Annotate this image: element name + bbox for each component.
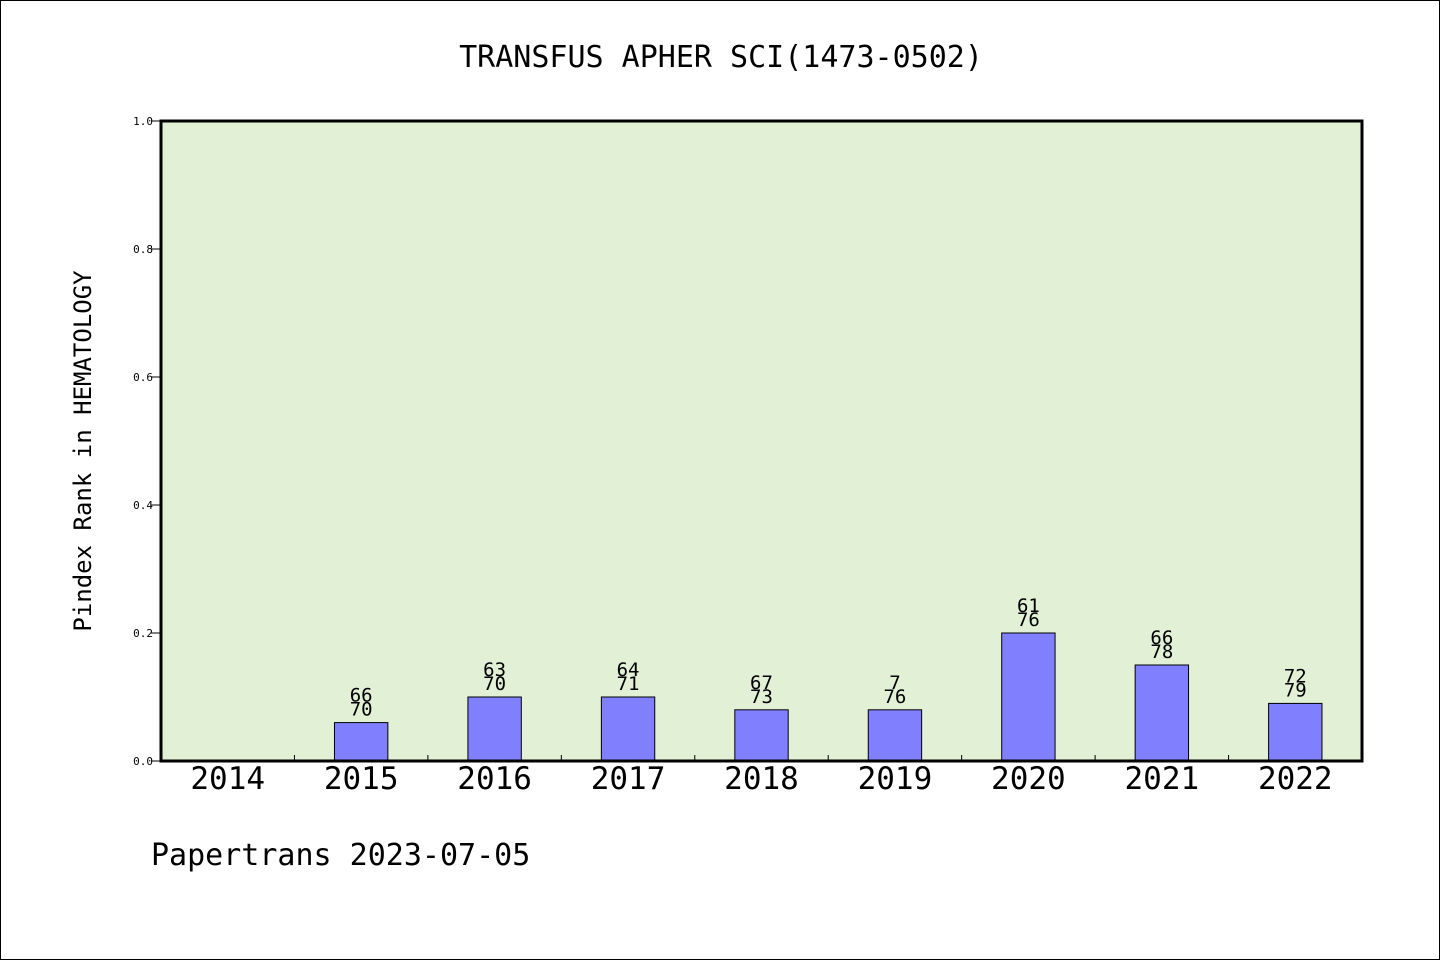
bar-2021 xyxy=(1134,664,1190,762)
bar-2018 xyxy=(734,709,789,762)
plot-area xyxy=(161,121,1362,761)
x-tick-label-2018: 2018 xyxy=(724,761,799,797)
x-tick-label-2021: 2021 xyxy=(1125,761,1200,797)
bar-2019 xyxy=(867,709,923,762)
rank-label-2016: 63 xyxy=(483,659,506,681)
bar-2015 xyxy=(333,722,389,762)
total-label-2022: 79 xyxy=(1284,679,1307,701)
x-tick-label-2019: 2019 xyxy=(858,761,933,797)
bar-2020 xyxy=(1001,632,1056,762)
total-label-2015: 70 xyxy=(350,699,373,721)
x-tick-label-2014: 2014 xyxy=(190,761,265,797)
y-axis-label: Pindex Rank in HEMATOLOGY xyxy=(69,270,97,632)
x-tick-label-2016: 2016 xyxy=(457,761,532,797)
y-tick-label-0.0: 0.0 xyxy=(133,755,153,768)
total-label-2017: 71 xyxy=(617,673,640,695)
total-label-2016: 70 xyxy=(483,673,506,695)
total-label-2019: 76 xyxy=(883,686,906,708)
x-tick-label-2020: 2020 xyxy=(991,761,1066,797)
rank-label-2017: 64 xyxy=(617,659,640,681)
y-tick-label-0.4: 0.4 xyxy=(133,499,153,512)
footer-text: Papertrans 2023-07-05 xyxy=(151,838,530,873)
rank-label-2015: 66 xyxy=(350,685,373,707)
rank-label-2022: 72 xyxy=(1284,665,1307,687)
total-label-2021: 78 xyxy=(1150,641,1173,663)
rank-label-2021: 66 xyxy=(1150,627,1173,649)
x-tick-label-2022: 2022 xyxy=(1258,761,1333,797)
y-tick-label-0.2: 0.2 xyxy=(133,627,153,640)
y-tick-label-0.6: 0.6 xyxy=(133,371,153,384)
plot-border xyxy=(159,119,1364,763)
x-tick-label-2017: 2017 xyxy=(591,761,666,797)
total-label-2018: 73 xyxy=(750,686,773,708)
bar-2016 xyxy=(467,696,522,762)
chart-title: TRANSFUS APHER SCI(1473-0502) xyxy=(459,40,983,75)
bar-2017 xyxy=(600,696,656,762)
y-tick-label-1.0: 1.0 xyxy=(133,115,153,128)
ticks-layer: 2014 2015 2016 2017 2018 2019 2020 2021 2022 0.0 0… xyxy=(133,115,1332,797)
y-tick-label-0.8: 0.8 xyxy=(133,243,153,256)
bar-2022 xyxy=(1268,702,1323,762)
rank-label-2019: 7 xyxy=(889,672,900,694)
total-label-2020: 76 xyxy=(1017,609,1040,631)
rank-label-2018: 67 xyxy=(750,672,773,694)
x-tick-label-2015: 2015 xyxy=(324,761,399,797)
rank-label-2020: 61 xyxy=(1017,595,1040,617)
